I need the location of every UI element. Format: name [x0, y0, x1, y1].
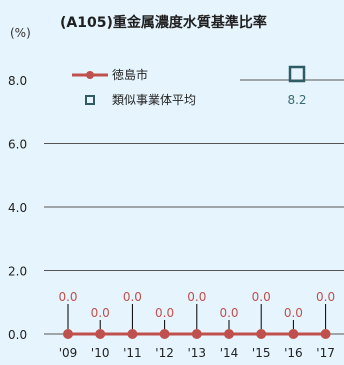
- data-label-2: 0.0: [123, 290, 142, 304]
- data-label-4: 0.0: [187, 290, 206, 304]
- legend-label-average: 類似事業体平均: [112, 93, 196, 107]
- data-point-2: [127, 329, 138, 339]
- y-tick-label: 4.0: [8, 201, 27, 215]
- y-tick-label: 2.0: [8, 265, 27, 279]
- data-point-7: [288, 329, 299, 339]
- y-axis: 0.0 2.0 4.0 6.0 8.0: [8, 74, 27, 342]
- data-point-6: [256, 329, 267, 339]
- series-tokushima: 0.0 0.0 0.0 0.0 0.0 0.0 0.0 0.0 0.0: [58, 290, 335, 339]
- legend-marker-tokushima: [86, 71, 94, 79]
- x-tick-label: '14: [220, 346, 239, 360]
- legend-label-tokushima: 徳島市: [112, 67, 148, 82]
- unit-label: (%): [10, 26, 31, 40]
- data-label-5: 0.0: [219, 306, 238, 320]
- y-tick-label: 6.0: [8, 138, 27, 152]
- x-tick-label: '11: [123, 346, 142, 360]
- legend-marker-average: [85, 95, 95, 105]
- x-tick-label: '16: [284, 346, 303, 360]
- data-point-4: [191, 329, 202, 339]
- x-tick-label: '13: [188, 346, 207, 360]
- average-label: 8.2: [287, 93, 306, 107]
- data-label-6: 0.0: [252, 290, 271, 304]
- legend: 徳島市 類似事業体平均: [72, 67, 196, 107]
- x-tick-label: '12: [155, 346, 174, 360]
- y-tick-label: 0.0: [8, 328, 27, 342]
- data-label-1: 0.0: [91, 306, 110, 320]
- x-tick-label: '10: [91, 346, 110, 360]
- data-point-5: [224, 329, 234, 339]
- data-point-3: [159, 329, 170, 339]
- data-label-0: 0.0: [58, 290, 77, 304]
- data-point-1: [95, 329, 106, 339]
- x-tick-label: '09: [59, 346, 78, 360]
- average-marker: [288, 65, 306, 83]
- data-label-8: 0.0: [316, 290, 335, 304]
- data-point-0: [63, 329, 73, 339]
- data-label-3: 0.0: [155, 306, 174, 320]
- data-label-7: 0.0: [284, 306, 303, 320]
- series-average: 8.2: [287, 65, 307, 107]
- chart-title: (A105)重金属濃度水質基準比率: [60, 14, 267, 31]
- x-tick-label: '15: [252, 346, 271, 360]
- data-point-8: [320, 329, 331, 339]
- x-tick-label: '17: [316, 346, 335, 360]
- x-axis: '09 '10 '11 '12 '13 '14 '15 '16 '17: [59, 346, 335, 360]
- y-tick-label: 8.0: [8, 74, 27, 88]
